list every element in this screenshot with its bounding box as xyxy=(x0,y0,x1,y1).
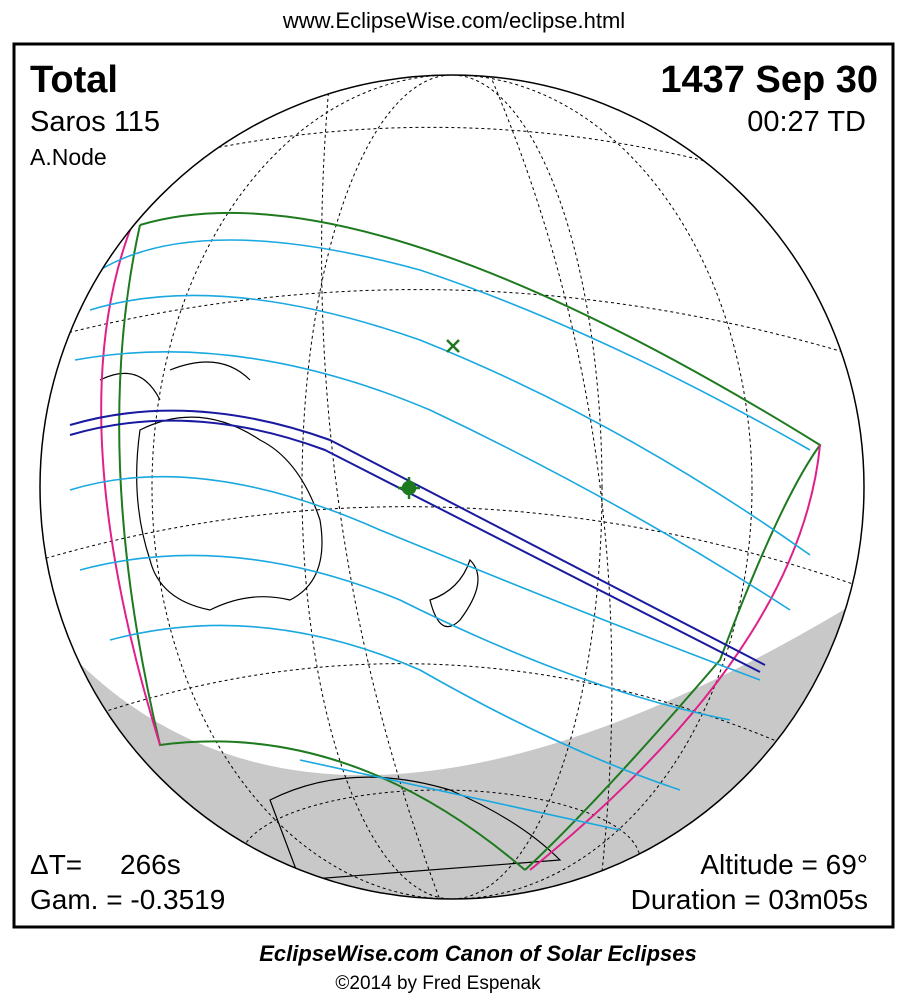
gamma: Gam. = -0.3519 xyxy=(30,884,225,915)
globe-disk xyxy=(40,75,864,899)
night-shadow xyxy=(40,600,864,899)
altitude: Altitude = 69° xyxy=(700,849,868,880)
copyright: ©2014 by Fred Espenak xyxy=(335,973,541,994)
globe-outline xyxy=(39,74,865,900)
eclipse-type: Total xyxy=(30,59,118,101)
time: 00:27 TD xyxy=(747,106,866,138)
delta-t-label: ΔT= xyxy=(30,849,82,880)
delta-t-value: 266s xyxy=(120,849,181,880)
duration: Duration = 03m05s xyxy=(631,884,868,915)
eclipse-paths xyxy=(69,211,822,871)
globe xyxy=(39,74,865,900)
date: 1437 Sep 30 xyxy=(660,59,878,101)
max-eclipse-marker xyxy=(398,339,460,499)
footer-title: EclipseWise.com Canon of Solar Eclipses xyxy=(259,941,697,966)
url: www.EclipseWise.com/eclipse.html xyxy=(282,8,625,33)
node: A.Node xyxy=(30,144,107,170)
saros: Saros 115 xyxy=(30,106,160,138)
